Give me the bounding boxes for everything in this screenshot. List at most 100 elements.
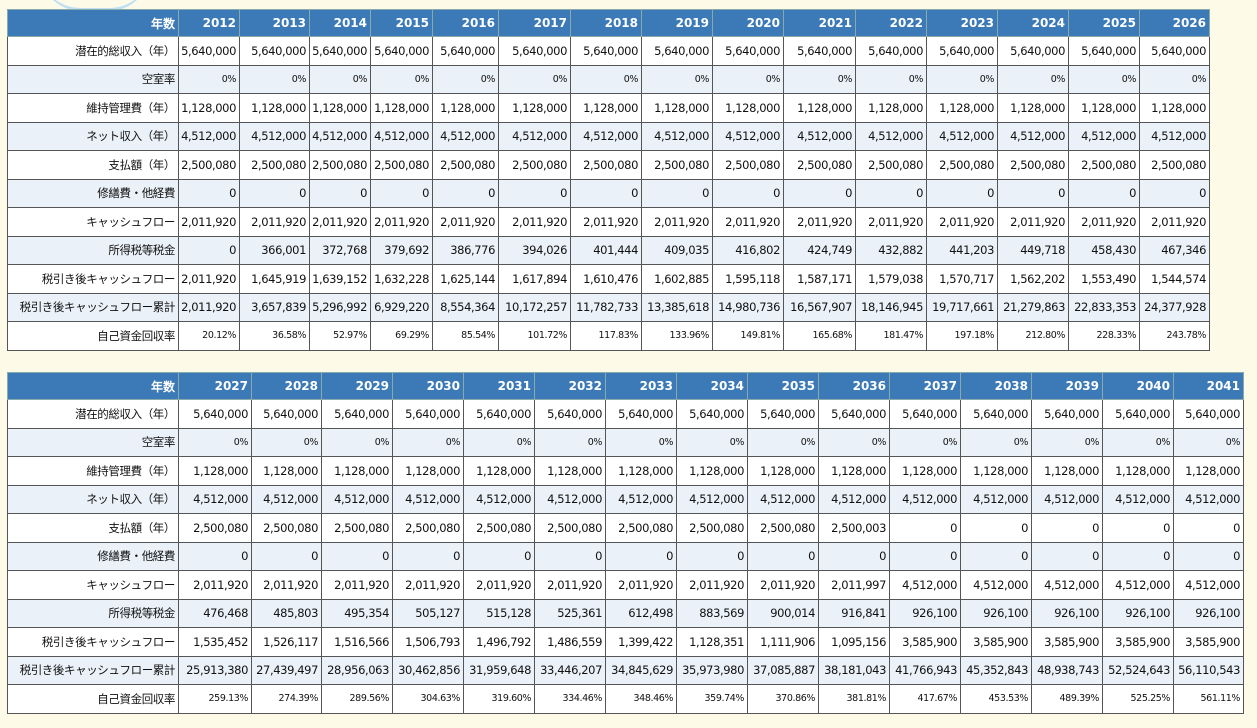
cell: 0 xyxy=(432,178,499,208)
cell: 2,011,920 xyxy=(747,570,819,600)
cell: 2,500,080 xyxy=(570,150,642,180)
cell: 4,512,000 xyxy=(432,121,499,151)
cell: 1,111,906 xyxy=(747,627,819,657)
cell: 0 xyxy=(676,541,748,571)
cell: 4,512,000 xyxy=(1102,570,1174,600)
cell: 4,512,000 xyxy=(321,484,393,514)
cell: 2,011,920 xyxy=(855,207,927,237)
cell: 0% xyxy=(534,427,606,457)
cell: 5,640,000 xyxy=(712,36,784,66)
cell: 2,011,920 xyxy=(309,207,371,237)
cell: 5,640,000 xyxy=(747,399,819,429)
cell: 16,567,907 xyxy=(783,292,856,322)
data-row: 税引き後キャッシュフロー累計 2,011,920 3,657,839 5,296,99… xyxy=(7,292,1210,322)
data-row: 自己資金回収率 20.12% 36.58% 52.97% 69.29% 85.54% 101… xyxy=(7,321,1210,351)
cell: 0 xyxy=(960,541,1032,571)
cell: 5,640,000 xyxy=(997,36,1069,66)
cell: 525,361 xyxy=(534,598,606,628)
cell: 1,570,717 xyxy=(926,264,998,294)
cell: 2,011,920 xyxy=(1139,207,1210,237)
cell: 1,128,000 xyxy=(960,456,1032,486)
cell: 0% xyxy=(239,64,310,94)
cell: 3,585,900 xyxy=(960,627,1032,657)
cell: 1,544,574 xyxy=(1139,264,1210,294)
cell: 0 xyxy=(747,541,819,571)
cell: 0% xyxy=(960,427,1032,457)
cell: 8,554,364 xyxy=(432,292,499,322)
cell: 0% xyxy=(889,427,961,457)
cell: 900,014 xyxy=(747,598,819,628)
cell: 1,506,793 xyxy=(392,627,464,657)
cell: 10,172,257 xyxy=(498,292,571,322)
cell: 0% xyxy=(251,427,322,457)
cell: 4,512,000 xyxy=(676,484,748,514)
cell: 2,500,080 xyxy=(392,513,464,543)
cell: 372,768 xyxy=(309,235,371,265)
cell: 2,011,920 xyxy=(676,570,748,600)
data-row: キャッシュフロー 2,011,920 2,011,920 2,011,920 2,011… xyxy=(7,570,1244,600)
cell: 453.53% xyxy=(960,684,1032,714)
cell: 515,128 xyxy=(463,598,535,628)
cell: 52.97% xyxy=(309,321,371,351)
cell: 0 xyxy=(960,513,1032,543)
cell: 4,512,000 xyxy=(605,484,677,514)
row-label: ネット収入（年） xyxy=(7,484,179,514)
row-label: 所得税等税金 xyxy=(7,598,179,628)
cell: 0% xyxy=(498,64,571,94)
header-cell: 2020 xyxy=(712,9,784,37)
header-cell: 2037 xyxy=(889,372,961,400)
cell: 394,026 xyxy=(498,235,571,265)
cell: 4,512,000 xyxy=(498,121,571,151)
cell: 612,498 xyxy=(605,598,677,628)
cell: 13,385,618 xyxy=(641,292,713,322)
cell: 20.12% xyxy=(178,321,240,351)
cell: 0% xyxy=(855,64,927,94)
cell: 1,486,559 xyxy=(534,627,606,657)
data-row: 税引き後キャッシュフロー 1,535,452 1,526,117 1,516,566 1… xyxy=(7,627,1244,657)
data-row: ネット収入（年） 4,512,000 4,512,000 4,512,000 4,512… xyxy=(7,484,1244,514)
row-label: 維持管理費（年） xyxy=(7,93,179,123)
cell: 2,011,920 xyxy=(321,570,393,600)
data-row: 空室率 0% 0% 0% 0% 0% 0% 0% 0% 0% 0% 0% 0% 0% 0% 0% xyxy=(7,427,1244,457)
cell: 1,639,152 xyxy=(309,264,371,294)
cell: 2,500,080 xyxy=(463,513,535,543)
cell: 22,833,353 xyxy=(1068,292,1140,322)
cell: 1,128,000 xyxy=(432,93,499,123)
data-table: 年数 2012 2013 2014 2015 2016 2017 2018 2019 2020 20… xyxy=(7,9,1210,351)
cell: 14,980,736 xyxy=(712,292,784,322)
cell: 1,128,000 xyxy=(676,456,748,486)
cell: 2,500,080 xyxy=(239,150,310,180)
cell: 2,011,920 xyxy=(463,570,535,600)
cell: 0 xyxy=(1173,541,1244,571)
cell: 5,640,000 xyxy=(641,36,713,66)
cell: 2,011,920 xyxy=(178,207,240,237)
cell: 197.18% xyxy=(926,321,998,351)
cell: 2,500,080 xyxy=(641,150,713,180)
header-cell: 2017 xyxy=(498,9,571,37)
header-cell: 2034 xyxy=(676,372,748,400)
cell: 0% xyxy=(1031,427,1103,457)
cell: 5,640,000 xyxy=(178,36,240,66)
cell: 1,128,000 xyxy=(1139,93,1210,123)
cell: 1,399,422 xyxy=(605,627,677,657)
header-cell: 2015 xyxy=(370,9,433,37)
cell: 2,500,003 xyxy=(818,513,890,543)
cell: 56,110,543 xyxy=(1173,655,1244,685)
cell: 5,640,000 xyxy=(370,36,433,66)
cell: 883,569 xyxy=(676,598,748,628)
data-row: 自己資金回収率 259.13% 274.39% 289.56% 304.63% 319.6… xyxy=(7,684,1244,714)
header-cell: 2027 xyxy=(178,372,252,400)
cell: 2,011,920 xyxy=(432,207,499,237)
cell: 366,001 xyxy=(239,235,310,265)
cell: 5,640,000 xyxy=(534,399,606,429)
cell: 4,512,000 xyxy=(570,121,642,151)
header-cell: 2033 xyxy=(605,372,677,400)
cell: 1,496,792 xyxy=(463,627,535,657)
cell: 37,085,887 xyxy=(747,655,819,685)
cell: 0% xyxy=(1102,427,1174,457)
cell: 35,973,980 xyxy=(676,655,748,685)
cell: 441,203 xyxy=(926,235,998,265)
cell: 41,766,943 xyxy=(889,655,961,685)
cell: 5,640,000 xyxy=(1102,399,1174,429)
cell: 449,718 xyxy=(997,235,1069,265)
